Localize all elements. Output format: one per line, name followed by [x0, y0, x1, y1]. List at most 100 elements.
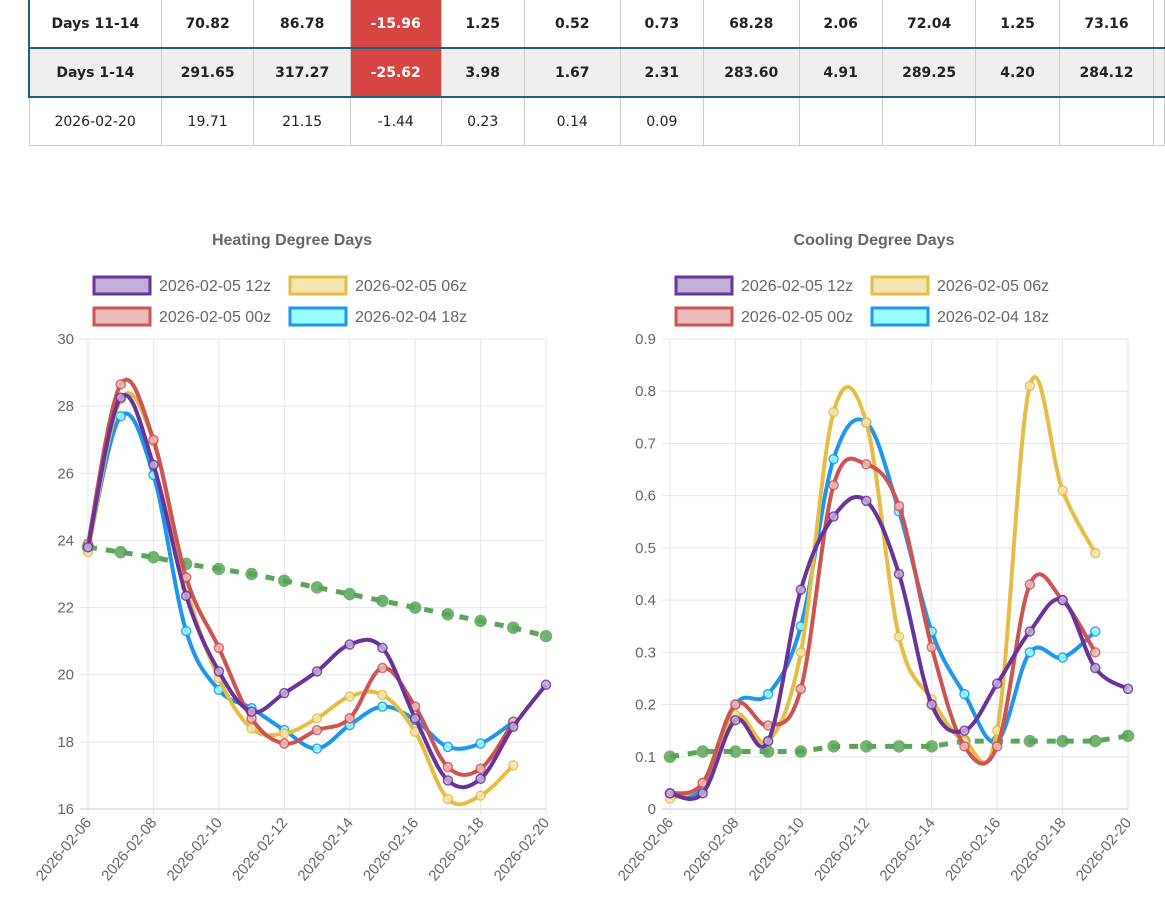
legend-item[interactable]: 2026-02-05 06z [870, 275, 1049, 296]
data-point[interactable] [148, 434, 159, 445]
data-point[interactable] [310, 581, 324, 594]
data-point[interactable] [861, 417, 872, 428]
data-point[interactable] [442, 775, 454, 786]
data-point[interactable] [1121, 729, 1135, 743]
data-point[interactable] [1089, 734, 1102, 748]
data-point[interactable] [311, 666, 323, 677]
data-point[interactable] [311, 743, 323, 754]
data-point[interactable] [475, 790, 486, 801]
data-point[interactable] [147, 550, 160, 564]
data-point[interactable] [539, 629, 553, 643]
data-point[interactable] [442, 761, 454, 773]
data-point[interactable] [344, 639, 355, 650]
data-point[interactable] [409, 713, 421, 724]
data-point[interactable] [991, 741, 1003, 752]
data-point[interactable] [1024, 579, 1036, 590]
data-point[interactable] [1023, 734, 1037, 748]
data-point[interactable] [442, 741, 454, 753]
data-point[interactable] [180, 590, 192, 602]
data-point[interactable] [180, 625, 192, 637]
data-point[interactable] [1090, 547, 1101, 559]
legend-item[interactable]: 2026-02-05 00z [674, 306, 853, 327]
data-point[interactable] [1090, 647, 1101, 658]
data-point[interactable] [343, 587, 356, 601]
data-point[interactable] [212, 562, 226, 576]
data-point[interactable] [663, 750, 677, 764]
data-point[interactable] [893, 500, 905, 512]
data-point[interactable] [1024, 647, 1036, 658]
data-point[interactable] [794, 745, 808, 758]
data-point[interactable] [377, 642, 388, 654]
data-point[interactable] [827, 740, 840, 753]
data-point[interactable] [344, 713, 355, 724]
legend-item[interactable]: 2026-02-05 00z [92, 306, 271, 327]
data-point[interactable] [279, 687, 290, 699]
data-point[interactable] [377, 689, 388, 701]
data-point[interactable] [730, 699, 741, 710]
data-point[interactable] [311, 713, 323, 724]
data-point[interactable] [115, 392, 126, 403]
data-point[interactable] [959, 741, 970, 752]
data-point[interactable] [828, 511, 839, 522]
data-point[interactable] [115, 410, 126, 422]
data-point[interactable] [926, 699, 937, 710]
data-point[interactable] [1024, 626, 1036, 637]
data-point[interactable] [762, 735, 774, 747]
data-point[interactable] [1090, 626, 1101, 637]
data-point[interactable] [828, 479, 839, 491]
legend-item[interactable]: 2026-02-05 06z [288, 275, 467, 296]
data-point[interactable] [246, 723, 257, 734]
legend-item[interactable]: 2026-02-05 12z [674, 275, 853, 296]
data-point[interactable] [475, 738, 486, 749]
data-point[interactable] [1057, 485, 1068, 496]
data-point[interactable] [696, 745, 709, 758]
legend-item[interactable]: 2026-02-04 18z [288, 306, 467, 327]
data-point[interactable] [246, 706, 257, 717]
data-point[interactable] [279, 738, 290, 749]
data-point[interactable] [861, 459, 872, 470]
data-point[interactable] [508, 760, 519, 771]
data-point[interactable] [1056, 734, 1069, 748]
data-point[interactable] [1122, 683, 1134, 695]
data-point[interactable] [795, 683, 807, 695]
data-point[interactable] [245, 567, 258, 581]
data-point[interactable] [1057, 652, 1068, 663]
data-point[interactable] [278, 574, 291, 587]
data-point[interactable] [508, 721, 519, 732]
data-point[interactable] [959, 725, 970, 736]
data-point[interactable] [1024, 380, 1036, 392]
data-point[interactable] [730, 714, 741, 726]
data-point[interactable] [311, 724, 323, 736]
data-point[interactable] [892, 740, 906, 753]
data-point[interactable] [475, 773, 486, 785]
data-point[interactable] [408, 601, 422, 614]
data-point[interactable] [377, 701, 388, 712]
data-point[interactable] [114, 545, 127, 559]
data-point[interactable] [664, 788, 676, 799]
data-point[interactable] [828, 406, 839, 418]
data-point[interactable] [959, 688, 970, 700]
data-point[interactable] [279, 728, 290, 739]
data-point[interactable] [344, 691, 355, 702]
data-point[interactable] [442, 793, 454, 805]
data-point[interactable] [377, 662, 388, 674]
data-point[interactable] [926, 641, 937, 653]
data-point[interactable] [82, 541, 94, 553]
data-point[interactable] [697, 788, 708, 799]
data-point[interactable] [729, 745, 742, 758]
data-point[interactable] [1057, 594, 1068, 606]
data-point[interactable] [213, 642, 225, 654]
data-point[interactable] [475, 763, 486, 774]
data-point[interactable] [376, 594, 389, 608]
data-point[interactable] [860, 740, 873, 753]
data-point[interactable] [828, 453, 839, 465]
data-point[interactable] [795, 647, 807, 658]
data-point[interactable] [893, 568, 905, 580]
data-point[interactable] [213, 666, 225, 677]
data-point[interactable] [991, 678, 1003, 689]
data-point[interactable] [441, 608, 455, 621]
data-point[interactable] [148, 459, 159, 471]
legend-item[interactable]: 2026-02-05 12z [92, 275, 271, 296]
data-point[interactable] [540, 679, 552, 691]
legend-item[interactable]: 2026-02-04 18z [870, 306, 1049, 327]
